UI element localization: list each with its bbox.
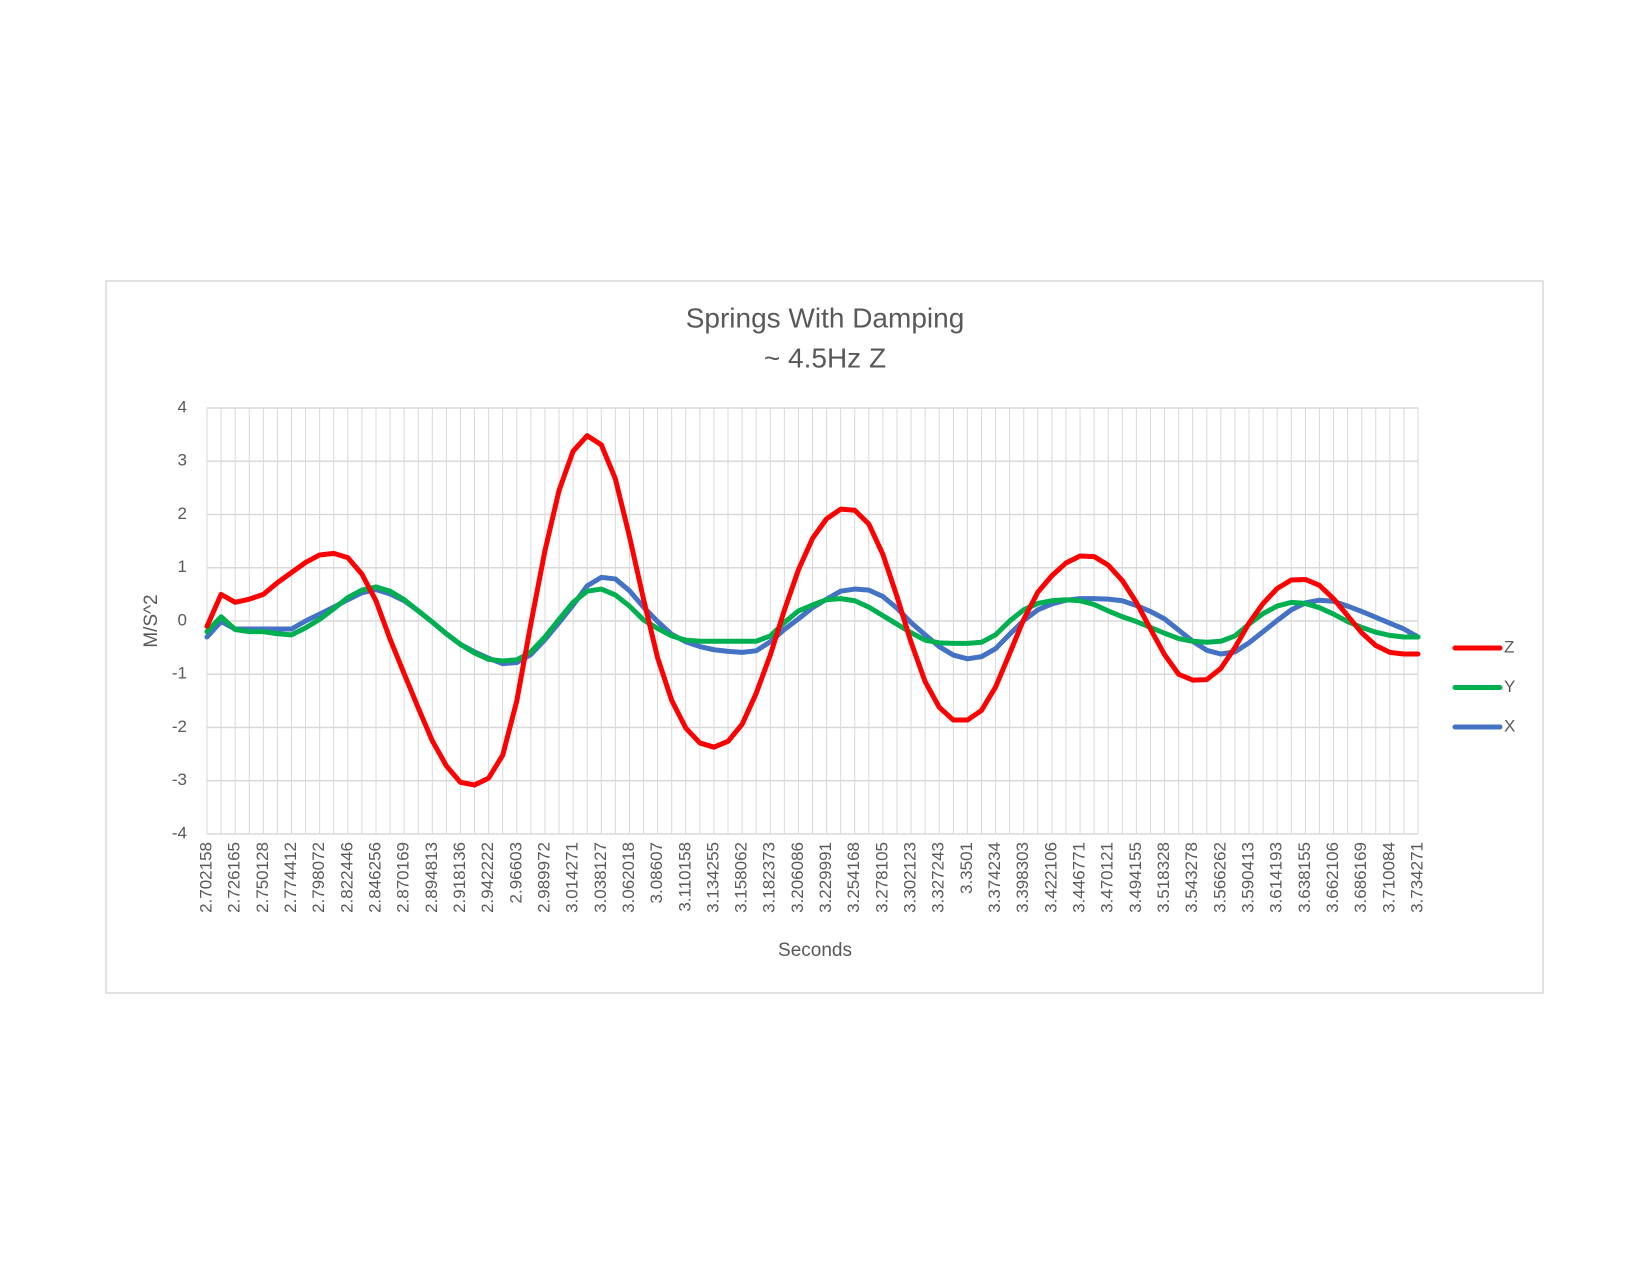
x-tick-label: 3.278105 xyxy=(872,842,891,913)
x-tick-label: 2.894813 xyxy=(422,842,441,913)
series-line xyxy=(204,584,1421,664)
y-tick-label: -2 xyxy=(172,717,187,736)
x-tick-label: 3.038127 xyxy=(591,842,610,913)
x-tick-label: 2.774412 xyxy=(281,842,300,913)
x-tick-label: 3.182373 xyxy=(760,842,779,913)
x-tick-label: 3.686169 xyxy=(1351,842,1370,913)
x-tick-label: 2.989972 xyxy=(534,842,553,913)
y-tick-label: 0 xyxy=(178,610,187,629)
x-axis-title: Seconds xyxy=(778,940,852,961)
x-tick-label: 3.062018 xyxy=(619,842,638,913)
x-tick-label: 2.726165 xyxy=(225,842,244,913)
chart-subtitle: ~ 4.5Hz Z xyxy=(764,342,886,373)
x-tick-label: 3.158062 xyxy=(732,842,751,913)
x-tick-label: 2.96603 xyxy=(506,842,525,903)
x-tick-label: 3.327243 xyxy=(929,842,948,913)
x-tick-label: 3.374234 xyxy=(985,842,1004,913)
y-tick-label: -4 xyxy=(172,823,187,842)
legend-label: X xyxy=(1504,716,1515,735)
chart-title: Springs With Damping xyxy=(686,302,965,333)
x-tick-label: 2.702158 xyxy=(196,842,215,913)
y-tick-label: 2 xyxy=(178,504,187,523)
legend-label: Z xyxy=(1504,637,1514,656)
x-tick-label: 3.446771 xyxy=(1070,842,1089,913)
y-tick-label: 1 xyxy=(178,557,187,576)
x-tick-label: 3.662106 xyxy=(1323,842,1342,913)
x-tick-label: 3.638155 xyxy=(1295,842,1314,913)
x-tick-label: 2.846256 xyxy=(365,842,384,913)
x-tick-label: 3.206086 xyxy=(788,842,807,913)
x-tick-label: 3.470121 xyxy=(1098,842,1117,913)
x-tick-label: 3.014271 xyxy=(563,842,582,913)
legend-label: Y xyxy=(1504,677,1515,696)
x-tick-label: 3.110158 xyxy=(675,842,694,912)
y-tick-label: 3 xyxy=(178,451,187,470)
x-tick-label: 3.518328 xyxy=(1154,842,1173,913)
x-tick-label: 3.398303 xyxy=(1013,842,1032,913)
y-axis-title: M/S^2 xyxy=(141,594,162,647)
x-tick-label: 2.750128 xyxy=(253,842,272,913)
x-tick-label: 3.254168 xyxy=(844,842,863,913)
x-tick-label: 3.134255 xyxy=(703,842,722,913)
series-line xyxy=(204,433,1421,788)
x-tick-label: 3.422106 xyxy=(1041,842,1060,913)
x-tick-label: 3.08607 xyxy=(647,842,666,903)
y-tick-label: -1 xyxy=(172,664,187,683)
x-tick-label: 3.710084 xyxy=(1379,842,1398,913)
x-tick-label: 3.734271 xyxy=(1407,842,1426,913)
x-tick-label: 3.229991 xyxy=(816,842,835,913)
x-tick-label: 2.942222 xyxy=(478,842,497,913)
y-tick-label: -3 xyxy=(172,770,187,789)
x-tick-label: 2.918136 xyxy=(450,842,469,913)
x-tick-label: 3.566262 xyxy=(1210,842,1229,913)
x-tick-label: 3.614193 xyxy=(1267,842,1286,913)
x-tick-label: 3.3501 xyxy=(957,842,976,894)
x-tick-label: 3.590413 xyxy=(1239,842,1258,913)
x-tick-label: 3.302123 xyxy=(901,842,920,913)
x-tick-label: 2.822446 xyxy=(337,842,356,913)
x-tick-label: 2.870169 xyxy=(394,842,413,913)
x-tick-label: 2.798072 xyxy=(309,842,328,913)
y-tick-label: 4 xyxy=(178,397,187,416)
x-tick-label: 3.494155 xyxy=(1126,842,1145,913)
x-tick-label: 3.543278 xyxy=(1182,842,1201,913)
